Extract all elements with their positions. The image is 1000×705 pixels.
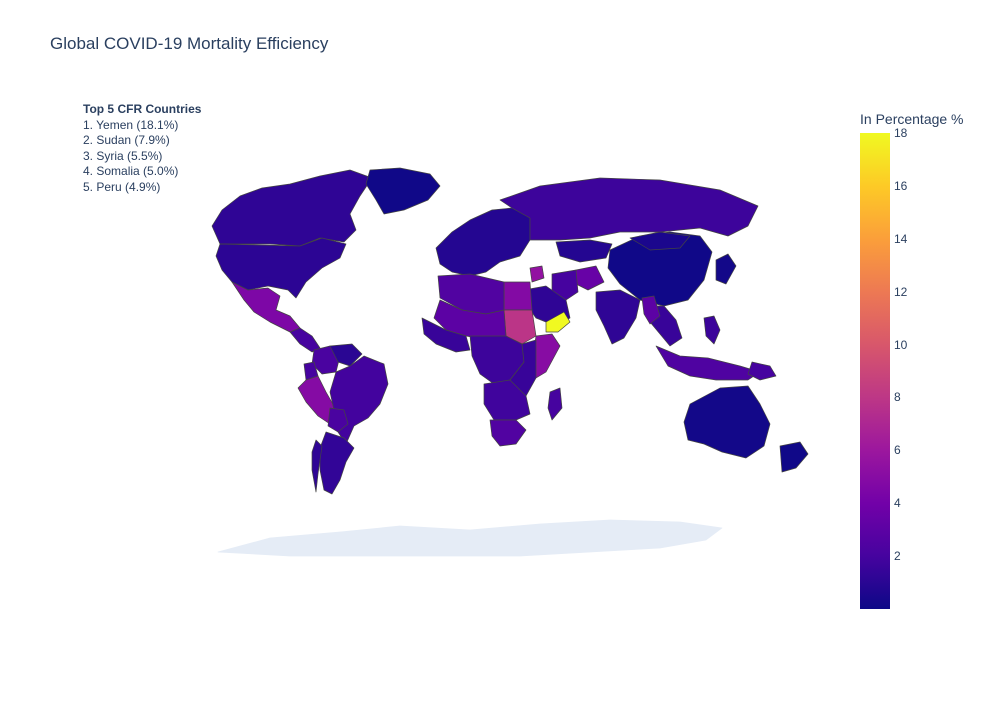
region-myanmar[interactable]: Myanmar — [641, 295, 661, 325]
region-iran[interactable]: Iran — [551, 269, 579, 301]
region-madagascar[interactable]: Madagascar — [547, 387, 563, 421]
region-new-zealand[interactable]: New Zealand — [779, 441, 809, 473]
region-india[interactable]: India — [595, 289, 641, 345]
colorbar-tick-label: 14 — [894, 231, 908, 246]
annotation-item: 3. Syria (5.5%) — [83, 148, 163, 163]
chart-title: Global COVID-19 Mortality Efficiency — [50, 34, 329, 53]
region-syria[interactable]: Syria — [529, 265, 545, 283]
annotation-item: 5. Peru (4.9%) — [83, 179, 161, 194]
annotation-item: 2. Sudan (7.9%) — [83, 133, 170, 147]
region-mexico[interactable]: Mexico — [231, 281, 301, 333]
region-canada[interactable]: Canada — [211, 169, 373, 247]
region-south-africa[interactable]: South Africa — [489, 419, 527, 447]
annotation-item: 1. Yemen (18.1%) — [83, 117, 179, 132]
region-southern-africa[interactable]: Southern Africa — [483, 379, 531, 421]
colorbar-tick-label: 16 — [894, 178, 908, 193]
region-antarctica[interactable]: Antarctica — [217, 519, 723, 557]
annotation-heading: Top 5 CFR Countries — [83, 102, 202, 116]
region-bolivia[interactable]: Bolivia — [327, 407, 349, 433]
region-afghanistan[interactable]: Afghanistan — [575, 265, 605, 291]
region-japan[interactable]: Japan — [715, 253, 737, 285]
region-united-states[interactable]: United States — [215, 237, 347, 299]
region-russia[interactable]: Russia — [499, 177, 759, 241]
colorbar-tick-label: 12 — [894, 284, 908, 299]
region-greenland[interactable]: Greenland — [365, 167, 441, 215]
colorbar-title: In Percentage % — [860, 111, 964, 127]
region-kazakhstan[interactable]: Kazakhstan — [555, 239, 613, 263]
annotation-item: 4. Somalia (5.0%) — [83, 164, 179, 178]
region-west-africa[interactable]: West Africa — [421, 317, 471, 353]
region-argentina[interactable]: Argentina — [319, 431, 355, 495]
colorbar — [860, 133, 890, 609]
colorbar-tick-label: 18 — [894, 126, 908, 140]
region-chile[interactable]: Chile — [311, 439, 323, 493]
region-mongolia[interactable]: Mongolia — [629, 231, 691, 251]
region-papua-new-guinea[interactable]: Papua New Guinea — [747, 361, 777, 381]
region-central-america[interactable]: Central America — [289, 327, 321, 353]
colorbar-tick-label: 6 — [894, 443, 901, 458]
colorbar-gradient — [860, 133, 890, 609]
colorbar-tick-label: 2 — [894, 549, 901, 564]
region-europe[interactable]: Europe — [435, 207, 531, 277]
top5-annotation: Top 5 CFR Countries 1. Yemen (18.1%) 2. … — [83, 102, 204, 195]
region-venezuela[interactable]: Venezuela — [329, 343, 363, 367]
colorbar-tick-label: 8 — [894, 390, 901, 405]
colorbar-tick-label: 4 — [894, 496, 901, 511]
region-australia[interactable]: Australia — [683, 385, 771, 459]
colorbar-tick-label: 10 — [894, 337, 908, 352]
region-peru[interactable]: Peru — [297, 375, 335, 425]
region-egypt[interactable]: Egypt — [503, 281, 533, 311]
region-philippines[interactable]: Philippines — [703, 315, 721, 345]
region-indonesia[interactable]: Indonesia — [655, 345, 761, 381]
region-yemen[interactable]: Yemen — [545, 311, 571, 333]
